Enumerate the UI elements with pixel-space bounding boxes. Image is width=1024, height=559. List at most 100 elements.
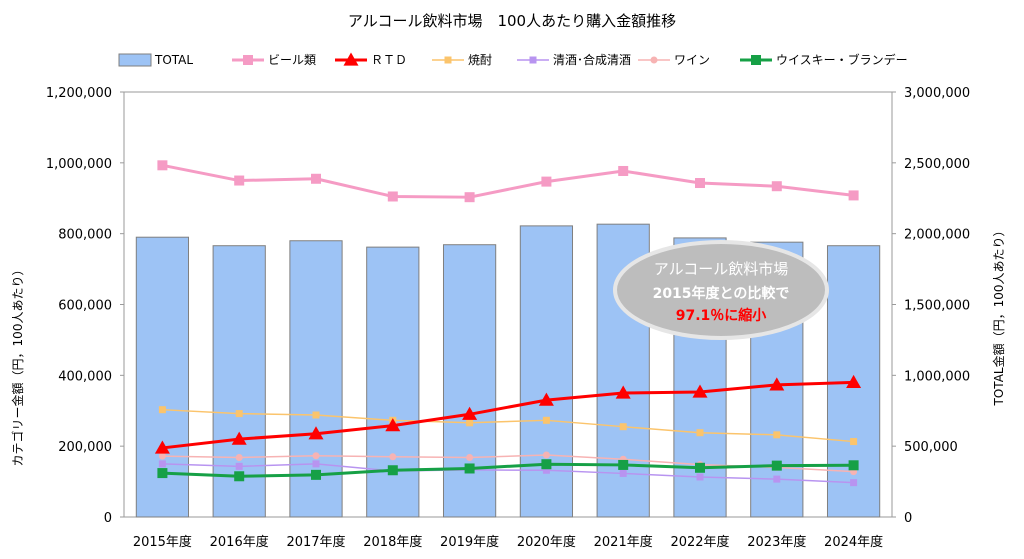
point-series-5-9 <box>848 460 859 471</box>
point-series-3-7 <box>696 473 704 481</box>
right-tick-label: 2,000,000 <box>904 228 970 243</box>
point-series-2-1 <box>235 410 243 418</box>
right-tick-label: 1,000,000 <box>904 369 970 384</box>
annotation-ellipse <box>613 240 829 340</box>
point-series-1-1 <box>231 431 247 445</box>
x-tick-label: 2017年度 <box>286 534 345 550</box>
x-tick-label: 2024年度 <box>824 534 883 550</box>
right-tick-label: 3,000,000 <box>904 86 970 101</box>
legend-label: ビール類 <box>268 53 316 67</box>
point-series-5-8 <box>771 460 782 471</box>
right-tick-label: 1,500,000 <box>904 299 970 314</box>
legend-marker <box>650 56 658 64</box>
point-series-2-7 <box>696 429 704 437</box>
legend-label: ＲＴＤ <box>371 53 407 67</box>
left-axis-ticks: 0 200,000 400,000 600,000 800,000 1,000,000 1,… <box>46 86 124 526</box>
legend-marker <box>529 56 537 64</box>
left-tick-label: 1,200,000 <box>46 86 112 101</box>
point-series-0-5 <box>541 176 552 187</box>
point-series-1-0 <box>154 440 170 454</box>
bar-total-3 <box>366 246 420 518</box>
point-series-2-8 <box>773 431 781 439</box>
legend-marker <box>751 55 761 65</box>
left-tick-label: 600,000 <box>58 299 112 314</box>
point-series-2-5 <box>542 416 550 424</box>
x-axis-ticks: 2015年度 2016年度 2017年度 2018年度 2019年度 2020年度 2021… <box>133 534 883 550</box>
point-series-3-8 <box>773 475 781 483</box>
point-series-1-4 <box>462 406 478 420</box>
annotation-bubble: アルコール飲料市場 2015年度との比較で 97.1％に縮小 <box>613 240 829 340</box>
point-series-3-2 <box>312 460 320 468</box>
point-series-5-2 <box>311 469 321 480</box>
point-series-4-1 <box>235 454 243 461</box>
point-series-3-0 <box>158 460 166 468</box>
line-series-1 <box>162 380 854 450</box>
line-series-5 <box>162 462 854 478</box>
point-series-5-0 <box>157 468 168 479</box>
annotation-line-1: アルコール飲料市場 <box>654 260 789 278</box>
point-series-5-4 <box>464 463 475 474</box>
legend-label: ウイスキー・ブランデー <box>776 52 908 67</box>
point-series-1-6 <box>615 385 631 399</box>
x-tick-label: 2015年度 <box>133 534 192 550</box>
point-series-4-4 <box>466 454 474 461</box>
point-series-4-3 <box>389 453 397 461</box>
point-series-0-4 <box>464 192 475 203</box>
right-axis-label: TOTAL金額（円，100人あたり） <box>991 225 1006 407</box>
left-tick-label: 200,000 <box>58 440 112 455</box>
line-series-0 <box>162 163 854 199</box>
point-series-4-2 <box>312 452 320 460</box>
line-series-group <box>162 163 854 484</box>
left-tick-label: 800,000 <box>58 228 112 243</box>
legend-marker <box>343 52 359 66</box>
point-series-4-5 <box>542 451 550 459</box>
point-series-0-7 <box>695 178 705 189</box>
x-tick-label: 2023年度 <box>747 534 806 550</box>
chart-title: アルコール飲料市場 100人あたり購入金額推移 <box>348 12 676 30</box>
legend-label: ワイン <box>674 53 710 67</box>
point-series-2-6 <box>619 423 627 431</box>
right-tick-label: 2,500,000 <box>904 157 970 172</box>
point-series-2-9 <box>850 438 858 446</box>
point-series-3-6 <box>619 469 627 477</box>
point-series-3-1 <box>235 462 243 470</box>
point-series-5-6 <box>618 459 629 470</box>
legend-swatch-total <box>118 53 152 67</box>
right-tick-label: 500,000 <box>904 440 958 455</box>
legend-marker <box>243 55 253 65</box>
x-tick-label: 2020年度 <box>517 534 576 550</box>
point-series-1-5 <box>538 392 554 406</box>
point-series-3-9 <box>850 479 858 487</box>
point-series-0-3 <box>387 191 398 202</box>
x-tick-label: 2021年度 <box>594 534 653 550</box>
right-tick-label: 0 <box>904 511 912 526</box>
point-series-1-3 <box>385 418 401 432</box>
line-series-3 <box>162 463 854 484</box>
bar-total-5 <box>519 225 574 518</box>
left-tick-label: 400,000 <box>58 369 112 384</box>
point-series-2-4 <box>466 419 474 427</box>
x-tick-label: 2016年度 <box>210 534 269 550</box>
point-series-0-9 <box>848 190 859 201</box>
line-series-2 <box>162 408 854 443</box>
point-series-4-0 <box>158 452 166 460</box>
point-series-5-1 <box>234 471 245 482</box>
point-series-0-2 <box>311 173 321 184</box>
point-series-0-8 <box>771 181 782 192</box>
point-series-5-5 <box>541 459 552 470</box>
legend: TOTAL ビール類 ＲＴＤ 焼酎 清酒･合成清酒 ワイン ウイスキー・ブランデー <box>118 52 908 67</box>
marker-group <box>154 160 862 487</box>
point-series-1-9 <box>846 374 862 389</box>
point-series-3-5 <box>542 466 550 474</box>
right-axis-ticks: 0 500,000 1,000,000 1,500,000 2,000,000 2,500… <box>892 86 970 526</box>
left-axis-label: カテゴリー金額（円，100人あたり） <box>10 264 25 467</box>
point-series-0-6 <box>618 165 629 176</box>
annotation-line-3: 97.1％に縮小 <box>676 307 767 324</box>
legend-label: TOTAL <box>154 53 193 67</box>
point-series-5-7 <box>695 462 705 473</box>
line-series-4 <box>162 454 854 473</box>
left-tick-label: 1,000,000 <box>46 157 112 172</box>
legend-label: 焼酎 <box>468 52 492 67</box>
point-series-1-8 <box>769 377 785 391</box>
